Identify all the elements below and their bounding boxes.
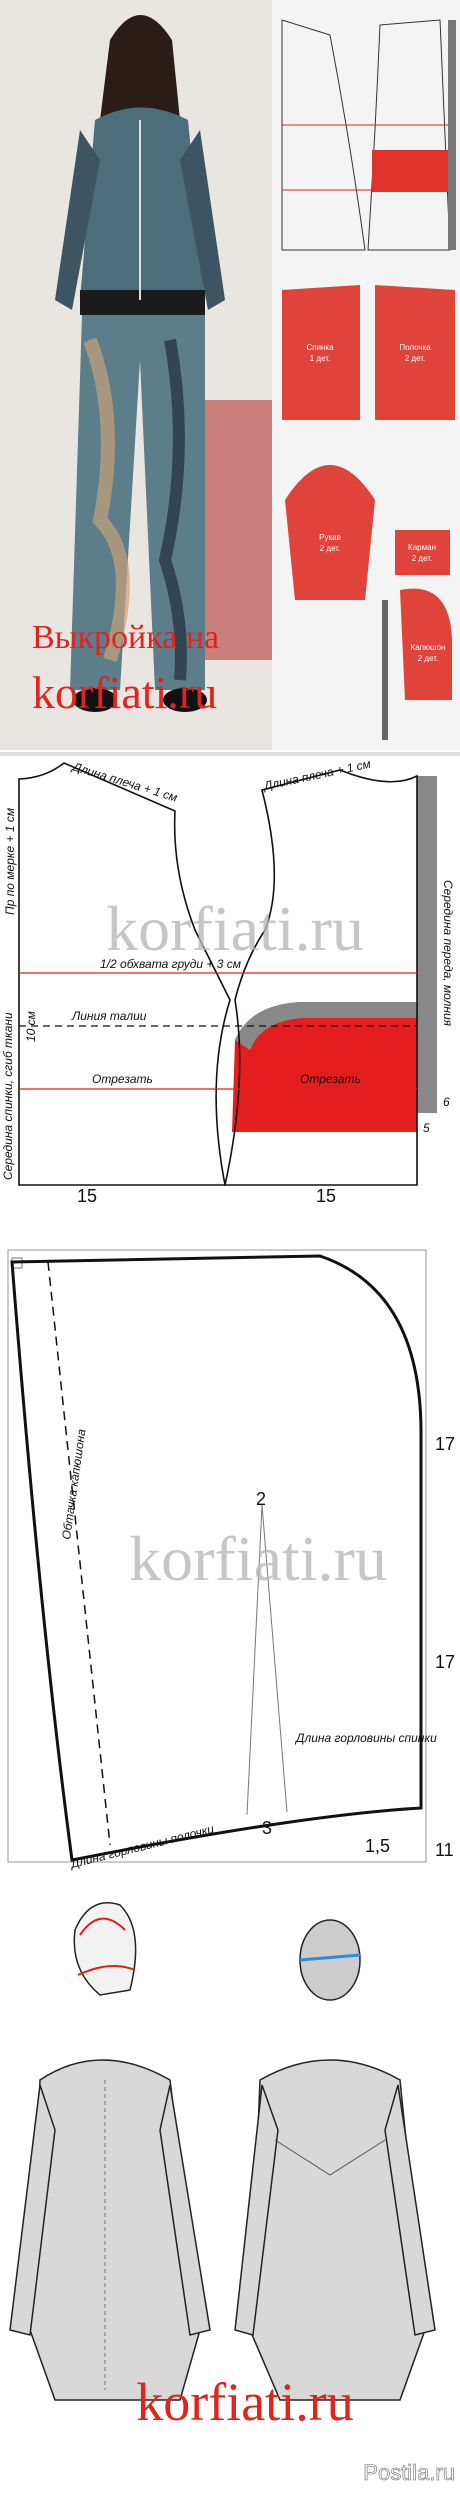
measure: 15 [77,1186,97,1206]
illustration: korfiati.ru Postila.ru [9,1902,455,2485]
label: Отрезать [92,1072,153,1086]
label: Пр по мерке + 1 см [3,808,17,915]
bodice: korfiati.ru Длина плеча + 1 см Длина пле… [0,752,460,1206]
dart [246,1504,288,1816]
measure: 1,5 [365,1836,390,1856]
label: Длина горловины спинки [294,1731,437,1745]
watermark: korfiati.ru [136,2372,353,2432]
model [55,15,225,712]
facing-line [47,1261,111,1846]
caption-site: korfiati.ru [32,667,217,718]
label: 10 см [24,1011,38,1042]
preview-label: Карман [408,543,436,552]
preview-pieces: Спинка 1 дет. Полочка 2 дет. Рукав 2 дет… [282,285,455,740]
measure: 15 [316,1186,336,1206]
intro: Спинка 1 дет. Полочка 2 дет. Рукав 2 дет… [0,0,460,750]
preview-label: Спинка [306,343,334,352]
source: Postila.ru [363,2460,455,2485]
label: Отрезать [300,1072,361,1086]
preview-count: 1 дет. [310,354,331,363]
outline [18,762,418,1186]
label: 6 [443,1095,450,1109]
label: 1/2 обхвата груди + 3 см [100,957,241,971]
facing [232,1002,417,1132]
preview-count: 2 дет. [320,544,341,553]
label: 5 [423,1121,430,1135]
measure: 11 [435,1840,454,1860]
label: Середина спинки, сгиб ткани [1,1012,15,1180]
caption: Выкройка на [32,619,219,656]
point: 2 [256,1489,266,1509]
measure: 17 [435,1652,455,1672]
label: Длина плеча + 1 см [69,759,179,805]
label: Середина переда, молния [441,880,455,1027]
preview-count: 2 дет. [418,654,439,663]
preview-label: Капюшон [411,643,446,652]
label: Линия талии [71,1009,147,1023]
facing-edge [235,1002,417,1050]
zip-strip [417,776,437,1113]
watermark: korfiati.ru [129,1523,387,1594]
measure: 17 [435,1434,455,1454]
point: 3 [262,1818,272,1838]
preview-label: Полочка [399,343,431,352]
frame [7,1249,427,1863]
preview-label: Рукав [319,533,341,542]
hood: korfiati.ru 17 17 11 2 Обтачка капюшона … [7,1249,455,1872]
hood-outline [10,1254,423,1862]
watermark: korfiati.ru [106,893,364,964]
label: Длина горловины полочки [67,1822,215,1872]
preview-bodice [281,19,456,251]
preview-count: 2 дет. [412,554,433,563]
preview-count: 2 дет. [405,354,426,363]
label: Обтачка капюшона [59,1428,88,1541]
